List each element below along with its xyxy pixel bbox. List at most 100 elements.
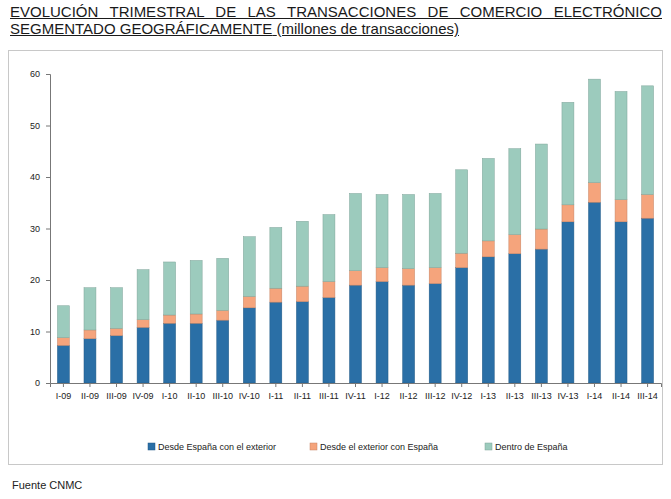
x-axis: I-09II-09III-09IV-09I-10II-10III-10IV-10… [51, 383, 662, 401]
x-tick: I-12 [374, 383, 390, 401]
bars [57, 79, 653, 383]
x-tick-label: I-11 [268, 391, 283, 401]
x-tick-mark [488, 383, 489, 387]
legend-swatch [148, 443, 155, 450]
bar-segment [111, 328, 123, 335]
bar-segment [296, 286, 308, 301]
x-tick-label: II-14 [612, 391, 630, 401]
y-tick: 20 [30, 275, 50, 285]
x-tick-label: I-09 [56, 391, 72, 401]
bar-segment [57, 306, 69, 338]
y-tick: 40 [30, 172, 50, 182]
bar-segment [456, 253, 468, 267]
bar-segment [562, 102, 574, 204]
frame [9, 51, 663, 465]
bar-segment [615, 200, 627, 222]
x-tick-mark [116, 383, 117, 387]
bar-segment [164, 323, 176, 383]
bar-segment [164, 315, 176, 323]
bar-segment [217, 258, 229, 310]
y-tick: 60 [30, 69, 50, 79]
bar-segment [243, 237, 255, 297]
x-tick: II-13 [506, 383, 524, 401]
legend-swatch [485, 443, 492, 450]
x-tick-mark [169, 383, 170, 387]
bar-segment [376, 268, 388, 282]
x-tick-label: IV-11 [345, 391, 365, 401]
bar-segment [137, 320, 149, 328]
bar-segment [84, 288, 96, 330]
x-tick-label: II-12 [400, 391, 418, 401]
bar-segment [57, 345, 69, 383]
x-tick-mark [222, 383, 223, 387]
x-tick: II-12 [400, 383, 418, 401]
y-tick-mark [46, 383, 50, 384]
x-tick-label: I-12 [374, 391, 390, 401]
x-tick: IV-09 [133, 383, 154, 401]
y-tick-label: 50 [30, 121, 40, 131]
x-tick: IV-12 [451, 383, 472, 401]
bar-segment [562, 222, 574, 383]
bar-segment [535, 249, 547, 383]
bar-segment [482, 241, 494, 257]
legend-label: Desde el exterior con España [320, 442, 438, 452]
x-tick-label: IV-09 [133, 391, 154, 401]
bar-segment [456, 268, 468, 383]
source: Fuente CNMC [12, 479, 82, 491]
x-tick: I-09 [56, 383, 72, 401]
y-tick-mark [46, 126, 50, 127]
bar-segment [137, 327, 149, 383]
bar-segment [243, 308, 255, 383]
x-tick: IV-10 [239, 383, 260, 401]
bar-segment [376, 282, 388, 383]
x-tick: III-10 [212, 383, 233, 401]
x-tick: I-10 [162, 383, 178, 401]
legend-label: Desde España con el exterior [158, 442, 276, 452]
legend-swatch [310, 443, 317, 450]
x-tick-mark [647, 383, 648, 387]
bar-segment [323, 215, 335, 282]
x-tick: I-14 [587, 383, 603, 401]
legend: Desde España con el exterior Desde el ext… [148, 442, 568, 452]
x-tick: II-14 [612, 383, 630, 401]
bar-segment [350, 285, 362, 383]
bar-segment [535, 229, 547, 249]
bar-segment [403, 269, 415, 285]
x-tick-mark [594, 383, 595, 387]
x-tick-label: II-09 [81, 391, 99, 401]
x-tick: III-12 [425, 383, 446, 401]
x-tick-mark [408, 383, 409, 387]
x-tick-mark [302, 383, 303, 387]
bar-segment [243, 296, 255, 307]
bar-segment [57, 338, 69, 346]
y-axis-line [46, 75, 51, 384]
y-tick-label: 0 [35, 378, 40, 388]
y-tick-label: 60 [30, 69, 40, 79]
y-axis: 0 10 20 30 40 50 60 [30, 69, 51, 388]
subtitle: (millones de transacciones) [276, 20, 459, 37]
x-tick-mark [143, 383, 144, 387]
x-tick: III-09 [106, 383, 127, 401]
x-tick: IV-11 [345, 383, 365, 401]
x-tick-label: II-13 [506, 391, 524, 401]
bar-segment [535, 144, 547, 229]
bar-segment [270, 288, 282, 302]
title-block: EVOLUCIÓN TRIMESTRAL DE LAS TRANSACCIONE… [10, 3, 662, 37]
x-tick: IV-13 [557, 383, 578, 401]
y-tick-label: 40 [30, 172, 40, 182]
y-tick-label: 30 [30, 224, 40, 234]
bar-segment [270, 227, 282, 288]
y-tick: 10 [30, 327, 50, 337]
y-tick-mark [46, 74, 50, 75]
bar-segment [164, 262, 176, 315]
x-tick-label: III-10 [212, 391, 233, 401]
bar-segment [270, 302, 282, 383]
bar-segment [615, 92, 627, 200]
bar-segment [642, 195, 654, 219]
x-tick-label: III-11 [319, 391, 339, 401]
bar-segment [190, 314, 202, 323]
x-tick-label: IV-10 [239, 391, 260, 401]
x-tick-label: III-13 [531, 391, 552, 401]
bar-segment [589, 202, 601, 383]
x-tick-mark [435, 383, 436, 387]
